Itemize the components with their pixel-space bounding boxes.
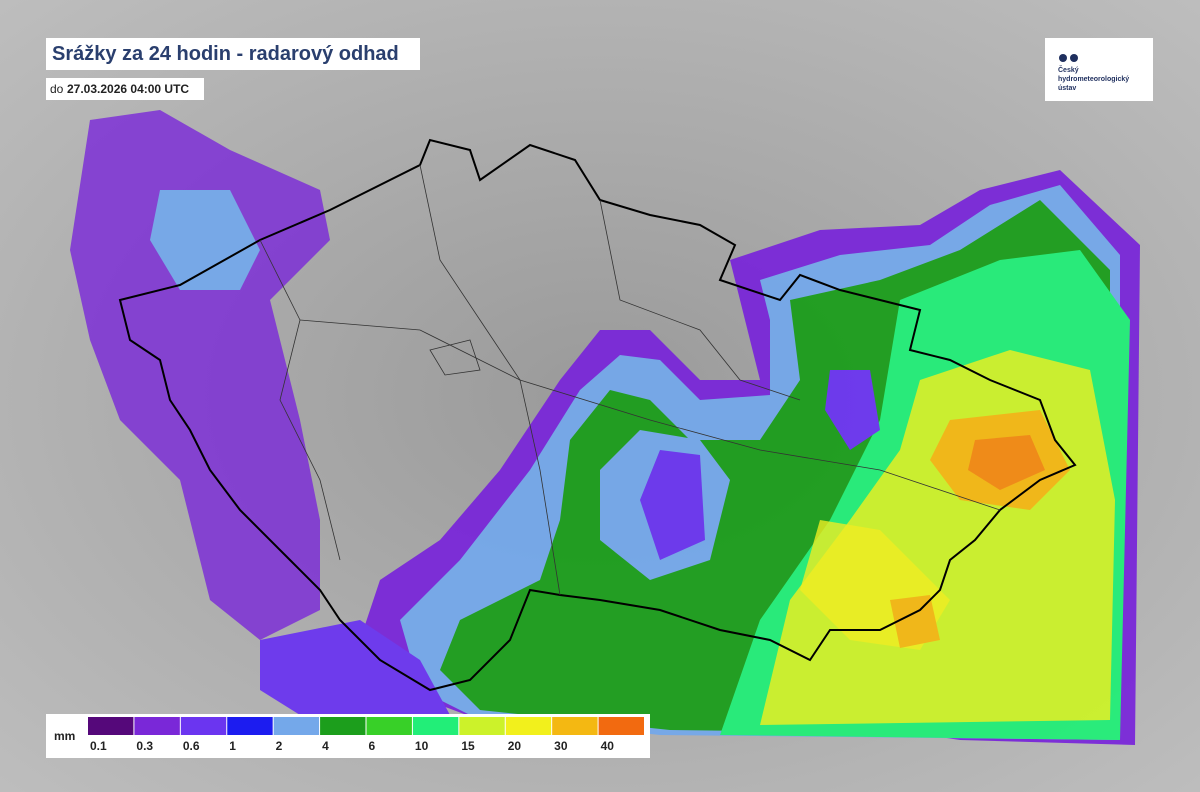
title-box [46, 38, 420, 70]
date-box [46, 78, 204, 100]
radar-field [70, 110, 1140, 745]
date: 27.03.2026 04:00 UTC [67, 82, 189, 96]
legend-swatch [412, 717, 459, 735]
legend-swatch [180, 717, 227, 735]
legend-label: 15 [461, 739, 475, 753]
legend-swatch [505, 717, 552, 735]
legend-swatch [227, 717, 273, 735]
legend-swatch [598, 717, 644, 735]
legend-label: 40 [601, 739, 615, 753]
legend-label: 10 [415, 739, 429, 753]
logo-mark [1070, 54, 1078, 62]
logo-text: hydrometeorologický [1058, 76, 1129, 83]
legend-swatch [320, 717, 366, 735]
legend-label: 20 [508, 739, 522, 753]
logo-mark [1059, 54, 1067, 62]
legend-swatch [88, 717, 134, 735]
legend-label: 6 [369, 739, 376, 753]
legend-unit: mm [54, 729, 75, 743]
legend-label: 1 [229, 739, 236, 753]
logo-box [1045, 38, 1153, 101]
legend-swatch [273, 717, 320, 735]
legend-swatch [552, 717, 598, 735]
legend-label: 0.6 [183, 739, 200, 753]
date-prefix: do [50, 82, 64, 96]
legend-swatch [134, 717, 180, 735]
legend-label: 4 [322, 739, 329, 753]
logo-text: ústav [1058, 85, 1076, 92]
legend-swatch [366, 717, 412, 735]
legend-swatch [459, 717, 505, 735]
legend-label: 0.1 [90, 739, 107, 753]
regions [259, 164, 1001, 596]
legend-label: 0.3 [136, 739, 153, 753]
legend-label: 2 [276, 739, 283, 753]
legend-label: 30 [554, 739, 568, 753]
title: Srážky za 24 hodin - radarový odhad [52, 43, 399, 65]
logo-text: Český [1058, 65, 1079, 74]
